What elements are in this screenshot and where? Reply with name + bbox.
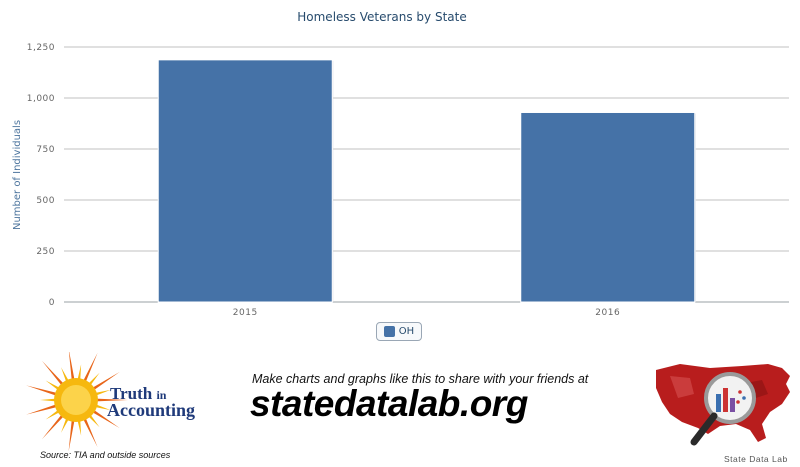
usa-map-magnifier-icon <box>656 364 790 446</box>
sun-ray <box>92 409 120 429</box>
sun-ray <box>61 417 69 433</box>
sun-ray <box>92 371 120 391</box>
sun-ray <box>94 389 111 396</box>
sun-ray <box>41 360 64 386</box>
sun-ray <box>61 367 69 383</box>
sun-ray <box>83 352 98 383</box>
y-axis-ticks: 0 250 500 750 1,000 1,250 <box>27 43 55 308</box>
y-tick-label: 0 <box>49 298 55 308</box>
y-tick-label: 250 <box>36 247 55 257</box>
y-axis-label: Number of Individuals <box>12 120 23 230</box>
y-tick-label: 500 <box>36 196 55 206</box>
legend-label: OH <box>398 326 415 337</box>
tia-logo-text-line2: Accounting <box>107 400 196 420</box>
bars <box>157 59 696 303</box>
legend-swatch <box>383 326 395 337</box>
sun-ray <box>26 385 58 396</box>
x-tick-label: 2015 <box>233 308 258 318</box>
state-data-lab-label: State Data Lab <box>724 454 788 464</box>
sun-ray <box>45 409 60 420</box>
sun-ray <box>26 404 58 415</box>
y-tick-label: 1,250 <box>27 43 55 53</box>
sun-ray <box>77 364 82 381</box>
legend-item-oh[interactable]: OH <box>376 322 422 341</box>
y-tick-label: 750 <box>36 145 55 155</box>
sun-logo-icon <box>26 352 128 452</box>
promo-url-link[interactable]: statedatalab.org <box>250 383 528 424</box>
sun-ray <box>83 417 98 448</box>
y-tick-label: 1,000 <box>27 94 55 104</box>
sun-ray <box>94 404 111 411</box>
source-note: Source: TIA and outside sources <box>40 450 171 460</box>
promo-text: Make charts and graphs like this to shar… <box>252 372 589 386</box>
sun-ray <box>68 352 75 381</box>
sun-ray <box>45 380 60 391</box>
x-tick-label: 2016 <box>595 308 620 318</box>
x-axis-ticks: 2015 2016 <box>233 308 620 318</box>
tia-logo-text-line1: Truth in <box>110 384 167 403</box>
chart-title: Homeless Veterans by State <box>297 10 466 24</box>
sun-ray <box>40 398 57 402</box>
chart-area: Homeless Veterans by State 0 250 500 750 1,0… <box>12 10 789 318</box>
footer-banner: Truth in Accounting Source: TIA and outs… <box>0 350 800 467</box>
sun-ray <box>88 414 100 428</box>
bar-2016[interactable] <box>520 111 696 303</box>
sun-ray <box>88 372 100 386</box>
sun-ray <box>41 414 64 440</box>
sun-ray <box>95 398 128 402</box>
sun-ray <box>68 419 75 452</box>
sun-ray <box>77 419 82 436</box>
bar-2015[interactable] <box>157 59 333 303</box>
